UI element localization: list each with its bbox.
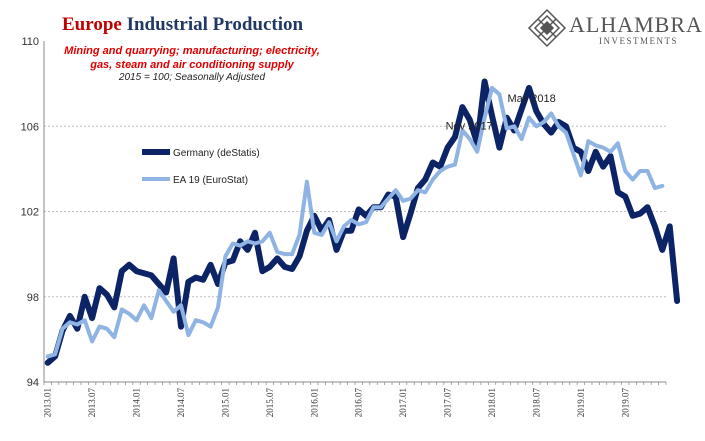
x-tick-label: 2017.07 xyxy=(443,388,453,418)
y-tick-label: 94 xyxy=(27,377,39,389)
legend-label: Germany (deStatis) xyxy=(173,148,260,159)
legend-label: EA 19 (EuroStat) xyxy=(173,175,248,186)
chart-title-subject: Industrial Production xyxy=(121,14,304,35)
chart-units-note: 2015 = 100; Seasonally Adjusted xyxy=(118,72,266,83)
x-tick-label: 2016.01 xyxy=(309,388,319,417)
x-tick-label: 2013.07 xyxy=(87,388,97,418)
series-line-germany xyxy=(44,78,681,366)
logo-name: ALHAMBRA xyxy=(569,12,703,37)
x-tick-label: 2019.07 xyxy=(620,388,630,418)
chart-title: Europe Industrial Production xyxy=(62,14,303,36)
y-tick-label: 98 xyxy=(27,292,39,304)
x-tick-label: 2013.01 xyxy=(43,388,53,417)
chart-subtitle: Mining and quarrying; manufacturing; ele… xyxy=(62,44,322,72)
x-tick-label: 2014.01 xyxy=(132,388,142,417)
y-tick-label: 106 xyxy=(21,121,39,133)
logo-tagline: INVESTMENTS xyxy=(599,36,678,46)
y-tick-label: 110 xyxy=(21,36,39,48)
diamond-lattice-icon xyxy=(527,8,567,48)
x-tick-label: 2018.01 xyxy=(487,388,497,417)
subtitle-line-1: Mining and quarrying; manufacturing; ele… xyxy=(64,45,320,57)
subtitle-line-2: gas, steam and air conditioning supply xyxy=(90,59,294,71)
chart-title-region: Europe xyxy=(62,14,122,35)
x-tick-label: 2016.07 xyxy=(354,388,364,418)
x-tick-label: 2015.01 xyxy=(220,388,230,417)
x-tick-label: 2018.07 xyxy=(531,388,541,418)
annotation-label: Nov 2017 xyxy=(446,120,493,132)
x-tick-label: 2015.07 xyxy=(265,388,275,418)
alhambra-logo: ALHAMBRA INVESTMENTS xyxy=(527,8,702,48)
series-line-ea19 xyxy=(45,85,665,359)
annotation-label: May 2018 xyxy=(507,93,555,105)
x-tick-label: 2014.07 xyxy=(176,388,186,418)
x-tick-label: 2017.01 xyxy=(398,388,408,417)
y-tick-label: 102 xyxy=(21,207,39,219)
x-tick-label: 2019.01 xyxy=(576,388,586,417)
